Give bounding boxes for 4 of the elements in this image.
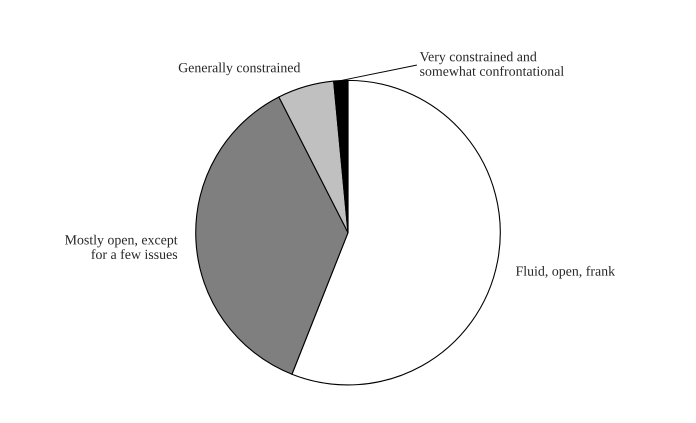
slice-label: Very constrained and somewhat confrontational	[420, 52, 564, 76]
slice-label: Fluid, open, frank	[516, 266, 616, 279]
slice-label: Mostly open, except for a few issues	[65, 234, 178, 260]
slice-label: Generally constrained	[178, 62, 300, 76]
